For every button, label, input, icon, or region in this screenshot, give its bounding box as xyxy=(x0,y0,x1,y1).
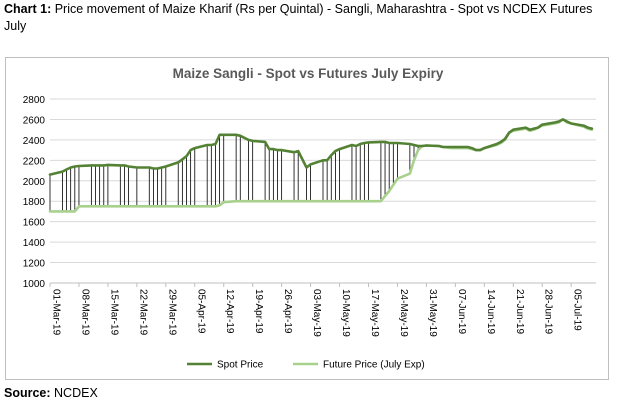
y-tick-label: 1400 xyxy=(23,238,46,249)
y-tick-label: 2000 xyxy=(23,177,46,188)
y-tick-label: 2600 xyxy=(23,115,46,126)
x-tick-label: 08-Mar-19 xyxy=(79,289,90,336)
legend: Spot Price Future Price (July Exp) xyxy=(187,360,425,371)
x-tick-label: 28-Jun-19 xyxy=(543,289,554,334)
caption-label: Chart 1: xyxy=(4,2,52,16)
source-label: Source: xyxy=(4,386,51,400)
x-tick-label: 10-May-19 xyxy=(340,289,351,337)
chart-area: Maize Sangli - Spot vs Futures July Expi… xyxy=(5,57,609,380)
x-tick-label: 05-Jul-19 xyxy=(572,289,583,331)
x-tick-label: 17-May-19 xyxy=(369,289,380,337)
y-tick-label: 2800 xyxy=(23,95,46,106)
x-tick-label: 21-Jun-19 xyxy=(514,289,525,334)
x-tick-label: 05-Apr-19 xyxy=(195,289,206,334)
y-tick-label: 1600 xyxy=(23,218,46,229)
source-note: Source: NCDEX xyxy=(4,386,98,400)
drop-lines xyxy=(49,121,593,212)
x-tick-label: 26-Apr-19 xyxy=(282,289,293,334)
series-lines xyxy=(48,118,594,213)
y-tick-label: 2200 xyxy=(23,156,46,167)
y-tick-label: 2400 xyxy=(23,136,46,147)
caption-text: Price movement of Maize Kharif (Rs per Q… xyxy=(4,2,593,33)
legend-label-spot: Spot Price xyxy=(217,360,264,371)
x-tick-label: 29-Mar-19 xyxy=(166,289,177,336)
x-tick-label: 19-Apr-19 xyxy=(253,289,264,334)
chart-caption: Chart 1: Price movement of Maize Kharif … xyxy=(4,1,604,35)
x-tick-label: 01-Mar-19 xyxy=(51,289,62,336)
y-tick-label: 1000 xyxy=(23,279,46,290)
x-tick-label: 22-Mar-19 xyxy=(137,289,148,336)
legend-label-futures: Future Price (July Exp) xyxy=(323,360,425,371)
y-axis: 1000 1200 1400 1600 1800 2000 2200 2400 2600 2800 xyxy=(23,95,46,290)
source-text: NCDEX xyxy=(54,386,98,400)
spot-price-line xyxy=(48,118,594,176)
line-chart: Maize Sangli - Spot vs Futures July Expi… xyxy=(23,66,596,371)
x-tick-label: 24-May-19 xyxy=(398,289,409,337)
x-tick-label: 15-Mar-19 xyxy=(108,289,119,336)
x-tick-label: 12-Apr-19 xyxy=(224,289,235,334)
x-tick-label: 31-May-19 xyxy=(427,289,438,337)
x-tick-label: 07-Jun-19 xyxy=(456,289,467,334)
y-tick-label: 1200 xyxy=(23,259,46,270)
y-tick-label: 1800 xyxy=(23,197,46,208)
x-tick-label: 03-May-19 xyxy=(311,289,322,337)
x-axis: 01-Mar-19 08-Mar-19 15-Mar-19 22-Mar-19 29-M… xyxy=(49,283,583,337)
chart-title: Maize Sangli - Spot vs Futures July Expi… xyxy=(173,66,444,81)
x-tick-label: 14-Jun-19 xyxy=(485,289,496,334)
